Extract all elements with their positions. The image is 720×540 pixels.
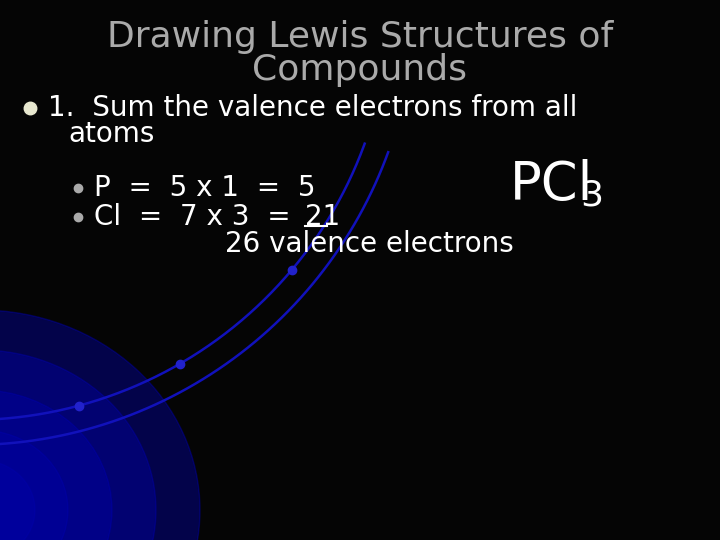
Text: 21: 21 <box>305 203 341 231</box>
Text: Compounds: Compounds <box>253 53 467 87</box>
Text: PCl: PCl <box>510 159 593 211</box>
Text: P  =  5 x 1  =  5: P = 5 x 1 = 5 <box>94 174 315 202</box>
Text: Drawing Lewis Structures of: Drawing Lewis Structures of <box>107 20 613 54</box>
Text: atoms: atoms <box>68 120 154 148</box>
Ellipse shape <box>0 390 112 540</box>
Ellipse shape <box>0 350 156 540</box>
Text: 26 valence electrons: 26 valence electrons <box>225 230 514 258</box>
Text: 3: 3 <box>580 179 603 213</box>
Ellipse shape <box>0 460 35 540</box>
Text: Cl  =  7 x 3  =: Cl = 7 x 3 = <box>94 203 308 231</box>
Ellipse shape <box>0 310 200 540</box>
Ellipse shape <box>0 430 68 540</box>
Text: 1.  Sum the valence electrons from all: 1. Sum the valence electrons from all <box>48 94 577 122</box>
